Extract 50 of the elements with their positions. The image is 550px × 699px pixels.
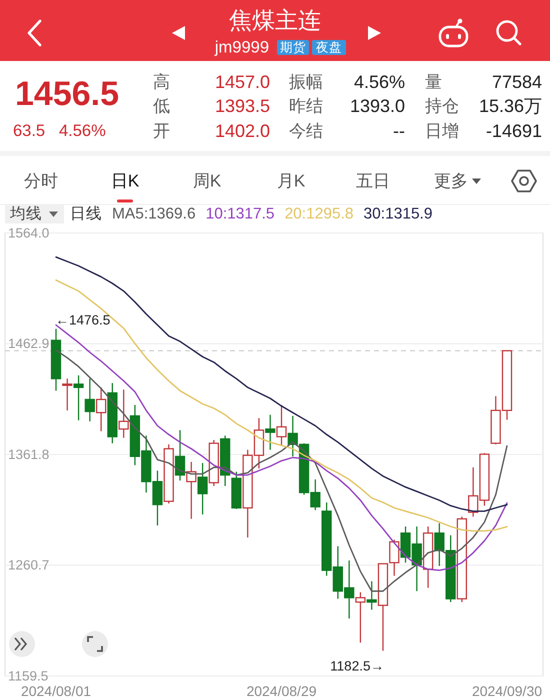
text: 均线 (9, 204, 42, 222)
text: 4.56% (59, 122, 106, 140)
text: 1393.5 (214, 96, 270, 116)
text: 1393.0 (350, 96, 405, 116)
text: 开 (153, 122, 170, 140)
text: 10:1317.5 (206, 206, 275, 222)
text: 今结 (289, 122, 323, 140)
text: 五日 (356, 172, 390, 190)
text: 振幅 (289, 72, 323, 92)
text: 分时 (24, 172, 58, 190)
text: jm9999 (214, 38, 269, 56)
line-series (55, 279, 508, 532)
text: 1456.5 (15, 75, 119, 113)
text: 低 (153, 96, 170, 116)
text: 日增 (425, 122, 459, 140)
text: 1457.0 (214, 72, 270, 92)
text: -- (393, 121, 405, 141)
x-tick-label: 2024/08/01 (20, 683, 92, 699)
text: 焦煤主连 (229, 7, 321, 33)
y-tick-label: 1361.8 (8, 446, 50, 462)
text: 日K (110, 172, 140, 190)
text: 高 (153, 72, 170, 92)
y-tick-label: 1462.9 (8, 336, 50, 352)
y-tick-label: 1260.7 (8, 558, 50, 573)
annotation: 1182.5→ (330, 658, 384, 674)
text: 4.56% (354, 72, 405, 92)
x-tick-label: 2024/08/29 (246, 683, 317, 699)
text: MA5:1369.6 (112, 206, 196, 222)
text: -14691 (486, 121, 542, 141)
text: 15.36万 (478, 96, 542, 116)
y-tick-label: 1564.0 (8, 226, 50, 240)
line-series (55, 324, 508, 572)
text: 日线 (70, 204, 102, 222)
text: 昨结 (289, 96, 323, 116)
text: 月K (276, 172, 306, 190)
x-tick-label: 2024/09/30 (472, 683, 542, 699)
text: 20:1295.8 (284, 206, 354, 222)
text: 量 (425, 72, 442, 92)
text: 1402.0 (214, 121, 270, 141)
text: 持仓 (425, 96, 459, 116)
annotation: ←1476.5 (56, 312, 110, 328)
text: 更多 (434, 172, 468, 190)
text: 周K (192, 172, 222, 190)
text: 期货 (280, 40, 306, 54)
text: 30:1315.9 (364, 206, 432, 222)
line-series (55, 256, 508, 512)
text: 夜盘 (316, 40, 342, 54)
text: 77584 (492, 72, 542, 92)
text: 63.5 (13, 122, 46, 140)
y-tick-label: 1159.5 (8, 668, 48, 684)
